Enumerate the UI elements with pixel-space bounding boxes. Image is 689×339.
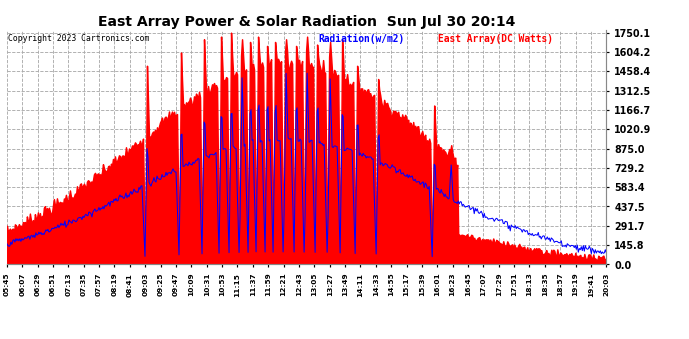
Text: Radiation(w/m2): Radiation(w/m2) xyxy=(318,34,405,44)
Text: East Array(DC Watts): East Array(DC Watts) xyxy=(438,34,553,44)
Title: East Array Power & Solar Radiation  Sun Jul 30 20:14: East Array Power & Solar Radiation Sun J… xyxy=(98,15,515,29)
Text: Copyright 2023 Cartronics.com: Copyright 2023 Cartronics.com xyxy=(8,34,150,43)
